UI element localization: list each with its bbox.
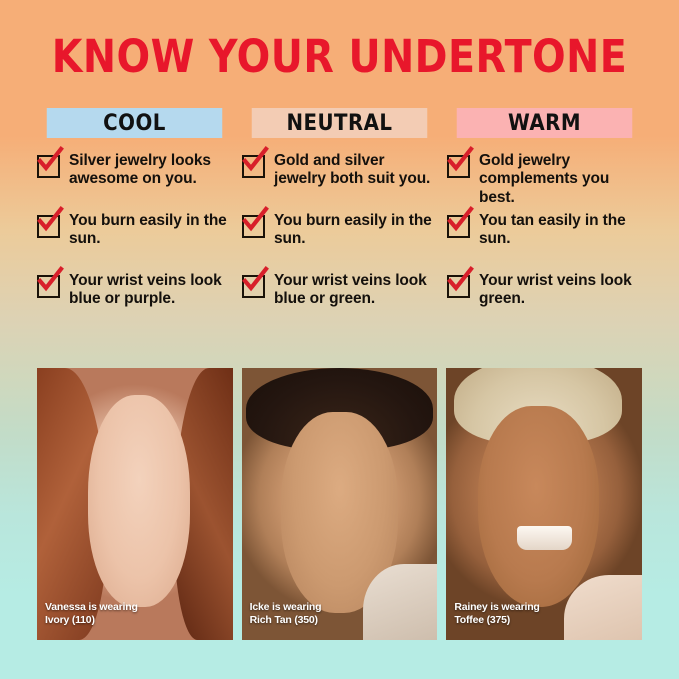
- photo-caption-line1: Rainey is wearing: [454, 600, 540, 613]
- list-item-label: You tan easily in the sun.: [479, 212, 626, 248]
- checked-checkbox-icon: [37, 146, 64, 178]
- checked-checkbox-icon: [37, 266, 64, 298]
- checked-checkbox-icon: [242, 146, 269, 178]
- checked-checkbox-icon: [447, 206, 474, 238]
- column-headers: COOL NEUTRAL WARM: [37, 108, 642, 138]
- list-item-label: Silver jewelry looks awesome on you.: [69, 152, 211, 188]
- list-item: Your wrist veins look green.: [447, 266, 642, 332]
- list-item-label: You burn easily in the sun.: [69, 212, 227, 248]
- checklist-cool: Silver jewelry looks awesome on you. You…: [37, 146, 232, 332]
- photo-caption-line2: Toffee (375): [454, 613, 511, 626]
- list-item: Gold jewelry complements you best.: [447, 146, 642, 212]
- model-photo-vanessa: Vanessa is wearing Ivory (110): [37, 368, 233, 640]
- face: [87, 395, 190, 608]
- list-item: Your wrist veins look blue or purple.: [37, 266, 232, 332]
- list-item-label: Your wrist veins look blue or purple.: [69, 272, 222, 308]
- list-item-label: Your wrist veins look blue or green.: [274, 272, 427, 308]
- photo-caption-line1: Icke is wearing: [249, 600, 322, 613]
- photo-caption-line1: Vanessa is wearing: [45, 600, 138, 613]
- photo-caption: Vanessa is wearing Ivory (110): [45, 601, 138, 627]
- checked-checkbox-icon: [242, 206, 269, 238]
- smile: [516, 525, 572, 551]
- collar: [362, 563, 438, 640]
- face: [477, 406, 599, 608]
- undertone-checklists: Silver jewelry looks awesome on you. You…: [37, 146, 642, 332]
- column-header-neutral-label: NEUTRAL: [286, 110, 393, 136]
- model-photos: Vanessa is wearing Ivory (110) Icke is w…: [37, 368, 642, 640]
- list-item-label: You burn easily in the sun.: [274, 212, 432, 248]
- column-header-cool: COOL: [46, 108, 223, 138]
- checklist-neutral: Gold and silver jewelry both suit you. Y…: [242, 146, 437, 332]
- photo-caption-line2: Ivory (110): [45, 613, 95, 626]
- list-item: You burn easily in the sun.: [37, 206, 232, 272]
- photo-caption: Icke is wearing Rich Tan (350): [250, 601, 322, 627]
- checked-checkbox-icon: [242, 266, 269, 298]
- column-header-warm: WARM: [456, 108, 633, 138]
- checklist-warm: Gold jewelry complements you best. You t…: [447, 146, 642, 332]
- column-header-neutral: NEUTRAL: [251, 108, 428, 138]
- list-item: Gold and silver jewelry both suit you.: [242, 146, 437, 212]
- list-item: You tan easily in the sun.: [447, 206, 642, 272]
- column-header-warm-label: WARM: [507, 110, 582, 136]
- list-item: Your wrist veins look blue or green.: [242, 266, 437, 332]
- list-item: You burn easily in the sun.: [242, 206, 437, 272]
- model-photo-icke: Icke is wearing Rich Tan (350): [241, 368, 438, 640]
- checked-checkbox-icon: [447, 146, 474, 178]
- model-photo-rainey: Rainey is wearing Toffee (375): [446, 368, 642, 640]
- checked-checkbox-icon: [37, 206, 64, 238]
- list-item: Silver jewelry looks awesome on you.: [37, 146, 232, 212]
- list-item-label: Gold jewelry complements you best.: [479, 152, 610, 206]
- checked-checkbox-icon: [447, 266, 474, 298]
- photo-caption: Rainey is wearing Toffee (375): [454, 600, 540, 627]
- photo-caption-line2: Rich Tan (350): [249, 613, 318, 626]
- page-title: KNOW YOUR UNDERTONE: [51, 30, 628, 83]
- column-header-cool-label: COOL: [103, 110, 166, 136]
- list-item-label: Your wrist veins look green.: [479, 272, 632, 308]
- list-item-label: Gold and silver jewelry both suit you.: [274, 152, 431, 188]
